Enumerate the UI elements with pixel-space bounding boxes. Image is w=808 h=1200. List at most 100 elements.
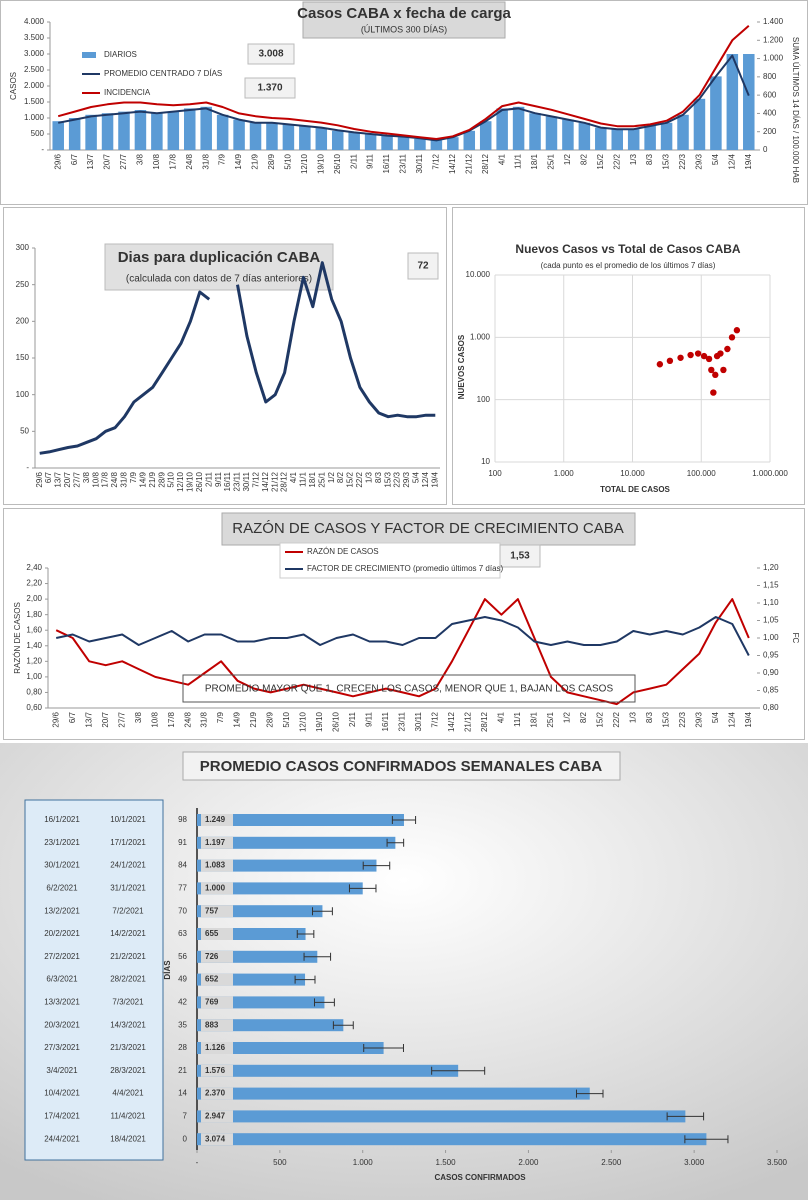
panel bbox=[452, 207, 805, 505]
bar bbox=[348, 132, 360, 150]
value-label: 652 bbox=[205, 975, 219, 984]
bar bbox=[197, 1064, 459, 1077]
x-tick-label: 5/10 bbox=[282, 711, 291, 727]
x-tick-label: 21/12 bbox=[464, 153, 473, 174]
x-tick-label: 13/7 bbox=[54, 471, 63, 487]
chart-title: PROMEDIO CASOS CONFIRMADOS SEMANALES CAB… bbox=[200, 758, 603, 775]
x-tick-label: 11/1 bbox=[299, 471, 308, 487]
x-tick-label: 1/3 bbox=[629, 153, 638, 165]
annotation: 1,53 bbox=[510, 551, 530, 562]
bar bbox=[249, 122, 262, 150]
y-axis-label: RAZÓN DE CASOS bbox=[13, 602, 22, 674]
x-tick-label: 15/3 bbox=[383, 471, 392, 487]
x-tick-label: 18/1 bbox=[308, 471, 317, 487]
title-box bbox=[302, 1, 506, 39]
y-tick-label: 1.500 bbox=[24, 97, 45, 106]
x-tick-label: 12/10 bbox=[299, 711, 308, 732]
annotation: PROMEDIO MAYOR QUE 1, CRECEN LOS CASOS, … bbox=[205, 684, 614, 695]
y-tick-label: 4.000 bbox=[24, 17, 45, 26]
legend-label: DIARIOS bbox=[104, 50, 137, 59]
x-tick-label: 10/8 bbox=[150, 711, 159, 727]
x-tick-label: 19/10 bbox=[186, 471, 195, 492]
x-tick-label: 24/8 bbox=[110, 471, 119, 487]
y-tick-label: 63 bbox=[178, 929, 187, 938]
x-tick-label: 26/10 bbox=[195, 471, 204, 492]
x-tick-label: 9/11 bbox=[365, 711, 374, 727]
y-tick-label: 14 bbox=[178, 1089, 187, 1098]
table-cell: 4/4/2021 bbox=[112, 1089, 144, 1098]
x-tick-label: 25/1 bbox=[547, 153, 556, 169]
legend-swatch bbox=[82, 52, 96, 58]
x-tick-label: 4/1 bbox=[289, 471, 298, 483]
y-tick-label: 10.000 bbox=[466, 270, 491, 279]
x-tick-label: 18/1 bbox=[530, 153, 539, 169]
title-box bbox=[221, 512, 636, 546]
y-tick-label: 1.000 bbox=[470, 332, 491, 341]
table-cell: 13/2/2021 bbox=[44, 906, 80, 915]
x-tick-label: 30/11 bbox=[242, 471, 251, 491]
y-tick-label: 100 bbox=[477, 395, 491, 404]
y-tick-label: 91 bbox=[178, 838, 187, 847]
table-cell: 14/2/2021 bbox=[110, 929, 146, 938]
x-tick-label: 29/6 bbox=[53, 153, 62, 169]
x-tick-label: 1/2 bbox=[562, 711, 571, 723]
bar bbox=[266, 122, 278, 150]
bar bbox=[134, 110, 147, 150]
series-line bbox=[57, 24, 750, 140]
value-label: 1.197 bbox=[205, 838, 226, 847]
y-tick-label: 84 bbox=[178, 861, 187, 870]
bar bbox=[644, 126, 656, 150]
y-tick-label: 1.000 bbox=[24, 113, 45, 122]
y-tick-label: 70 bbox=[178, 906, 187, 915]
x-tick-label: 27/7 bbox=[119, 153, 128, 169]
y-tick-label: 0,90 bbox=[763, 668, 779, 677]
bar bbox=[479, 121, 492, 150]
y-tick-label: 0,85 bbox=[763, 686, 779, 695]
table-cell: 28/3/2021 bbox=[110, 1066, 146, 1075]
value-label: 1.249 bbox=[205, 815, 226, 824]
error-bar bbox=[575, 1089, 604, 1098]
y-axis-label: NUEVOS CASOS bbox=[457, 334, 466, 399]
y-tick-label: 300 bbox=[16, 243, 30, 252]
error-bar bbox=[666, 1112, 705, 1121]
y-tick-label: - bbox=[41, 145, 44, 154]
bar bbox=[726, 54, 739, 150]
annotation-box bbox=[247, 43, 295, 65]
y-tick-label: 1.400 bbox=[763, 17, 784, 26]
x-tick-label: 16/11 bbox=[223, 471, 232, 491]
chart-title: Dias para duplicación CABA bbox=[118, 249, 321, 266]
value-label-box bbox=[201, 905, 233, 918]
x-tick-label: 29/6 bbox=[35, 471, 44, 487]
x-tick-label: 22/3 bbox=[393, 471, 402, 487]
x-tick-label: 21/9 bbox=[249, 711, 258, 727]
x-tick-label: 8/2 bbox=[579, 711, 588, 723]
value-label-box bbox=[201, 1087, 233, 1100]
value-label: 1.576 bbox=[205, 1066, 226, 1075]
y-tick-label: 1.000 bbox=[763, 54, 784, 63]
x-tick-label: 22/3 bbox=[678, 711, 687, 727]
x-tick-label: 14/9 bbox=[234, 153, 243, 169]
y-axis-label: CASOS bbox=[9, 72, 18, 100]
series-line bbox=[39, 261, 436, 455]
bar bbox=[197, 1133, 707, 1146]
y-tick-label: 2,20 bbox=[26, 579, 42, 588]
x-tick-label: 19/4 bbox=[744, 153, 753, 169]
y-tick-label: 0 bbox=[763, 145, 768, 154]
x-tick-label: 13/7 bbox=[84, 711, 93, 727]
x-tick-label: 4/1 bbox=[497, 711, 506, 723]
point bbox=[717, 350, 724, 357]
table-cell: 30/1/2021 bbox=[44, 861, 80, 870]
x-tick-label: 14/9 bbox=[233, 711, 242, 727]
y2-axis-label: SUMA ÚLTIMOS 14 DÍAS / 100.000 HAB bbox=[791, 37, 800, 183]
x-tick-label: 1.000 bbox=[554, 469, 575, 478]
bar bbox=[216, 114, 229, 150]
point bbox=[710, 389, 717, 396]
bar bbox=[677, 114, 689, 150]
x-tick-label: 12/4 bbox=[727, 711, 736, 727]
table-cell: 16/1/2021 bbox=[44, 815, 80, 824]
x-tick-label: 3.500 bbox=[767, 1158, 788, 1167]
error-bar bbox=[391, 816, 417, 824]
x-tick-label: 12/10 bbox=[300, 153, 309, 174]
point bbox=[656, 361, 664, 368]
x-tick-label: 31/8 bbox=[201, 153, 210, 169]
